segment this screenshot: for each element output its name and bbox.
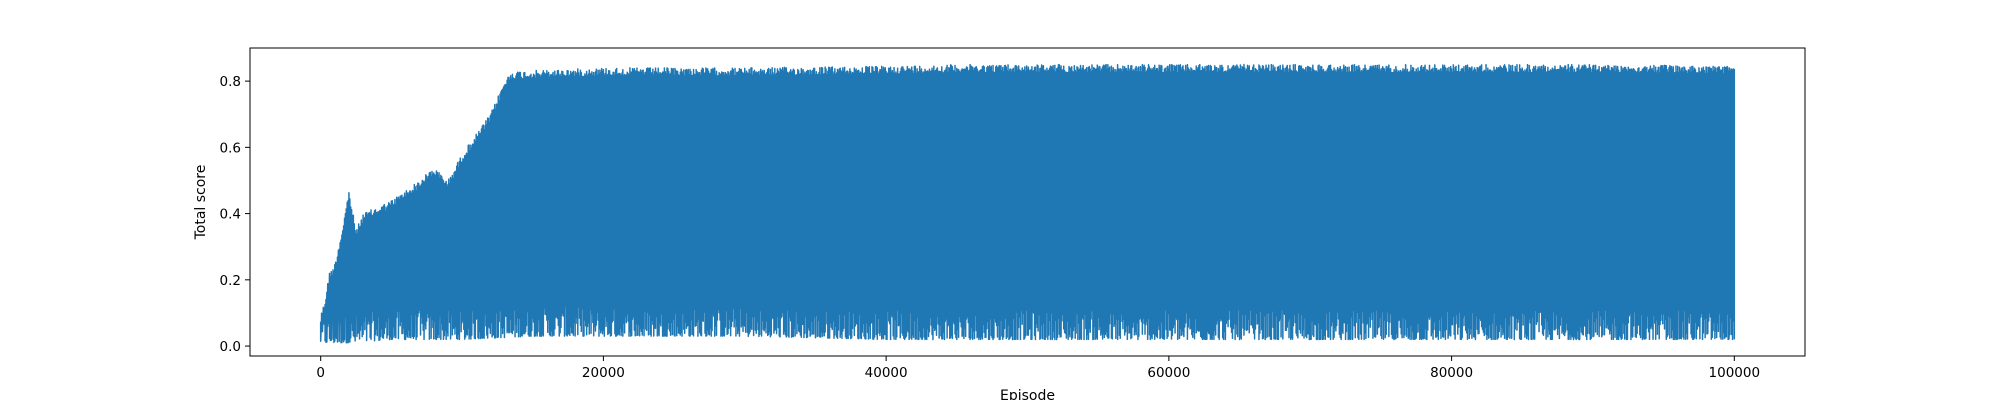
y-axis-label: Total score	[193, 165, 209, 241]
y-axis: 0.0 0.2 0.4 0.6 0.8	[220, 74, 250, 355]
x-axis-label: Episode	[1000, 388, 1055, 400]
series-layer	[319, 63, 1736, 344]
series-line-0	[319, 63, 1736, 344]
y-tick-label: 0.8	[220, 74, 241, 90]
x-tick-label: 0	[316, 365, 325, 381]
x-tick-label: 40000	[865, 365, 908, 381]
x-tick-label: 100000	[1709, 365, 1761, 381]
x-tick-label: 80000	[1430, 365, 1473, 381]
plot-area	[249, 47, 1806, 357]
y-tick-label: 0.4	[220, 207, 241, 223]
y-tick-label: 0.2	[220, 273, 241, 289]
y-tick-label: 0.0	[220, 339, 241, 355]
x-axis: 0 20000 40000 60000 80000 100000	[316, 356, 1760, 381]
y-tick-label: 0.6	[220, 140, 241, 156]
x-tick-label: 20000	[582, 365, 625, 381]
x-tick-label: 60000	[1147, 365, 1190, 381]
axes-frame	[249, 47, 1806, 357]
